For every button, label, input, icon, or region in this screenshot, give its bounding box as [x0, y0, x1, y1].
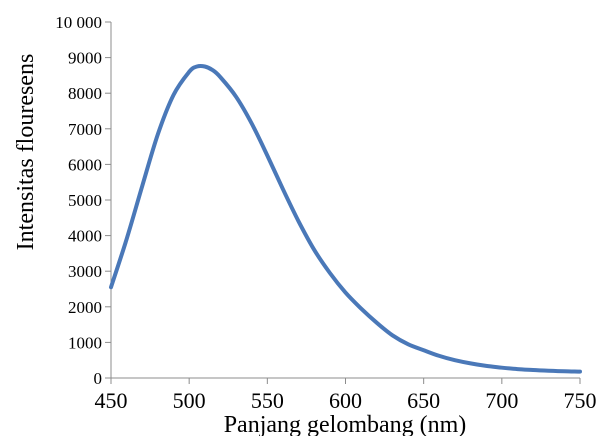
y-axis-ticks: 0 1000 2000 3000 4000 5000 6000 7000 8000 9000 10 … [55, 13, 111, 388]
y-tick-label: 9000 [68, 49, 102, 68]
y-tick-label: 7000 [68, 120, 102, 139]
x-tick-label: 700 [485, 388, 518, 413]
x-axis-title: Panjang gelombang (nm) [224, 412, 467, 436]
x-tick-label: 650 [407, 388, 440, 413]
x-tick-label: 600 [329, 388, 362, 413]
x-tick-label: 450 [95, 388, 128, 413]
y-tick-label: 3000 [68, 262, 102, 281]
y-tick-label: 10 000 [55, 13, 102, 32]
y-axis-title: Intensitas flouresens [13, 54, 39, 251]
x-tick-label: 550 [251, 388, 284, 413]
series-line [109, 63, 582, 374]
y-tick-label: 8000 [68, 84, 102, 103]
x-tick-label: 750 [564, 388, 597, 413]
y-tick-label: 5000 [68, 191, 102, 210]
y-tick-label: 4000 [68, 227, 102, 246]
y-tick-label: 2000 [68, 298, 102, 317]
y-tick-label: 6000 [68, 155, 102, 174]
x-tick-label: 500 [173, 388, 206, 413]
x-axis-ticks: 450 500 550 600 650 700 750 [95, 378, 597, 413]
y-tick-label: 0 [94, 369, 103, 388]
y-tick-label: 1000 [68, 333, 102, 352]
